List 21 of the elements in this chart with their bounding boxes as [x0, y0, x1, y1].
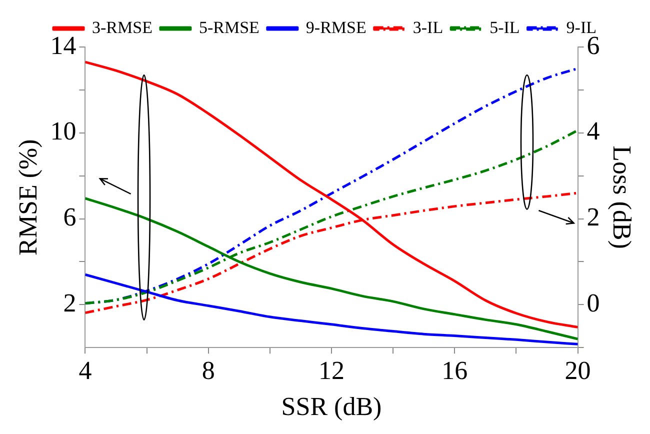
- legend-label: 9-IL: [566, 18, 597, 37]
- y-tick-label: 2: [63, 288, 76, 318]
- y-tick-label: 10: [50, 116, 76, 146]
- x-tick-label: 16: [442, 356, 468, 386]
- x-tick-label: 4: [78, 356, 92, 386]
- y2-tick-label: 2: [586, 202, 600, 232]
- legend-label: 9-RMSE: [306, 18, 366, 37]
- y-axis-title: RMSE (%): [13, 139, 42, 256]
- x-tick-label: 12: [318, 356, 344, 386]
- y2-axis-title: Loss (dB): [608, 146, 637, 249]
- y-tick-label: 14: [50, 30, 76, 60]
- legend-label: 3-IL: [412, 18, 444, 37]
- y2-tick-label: 0: [586, 288, 600, 318]
- x-axis-title: SSR (dB): [281, 392, 382, 422]
- legend-label: 5-RMSE: [198, 18, 260, 37]
- y-tick-label: 6: [63, 202, 76, 232]
- legend-label: 3-RMSE: [92, 18, 152, 37]
- x-tick-label: 20: [564, 356, 591, 386]
- y2-tick-label: 4: [586, 116, 600, 146]
- legend-label: 5-IL: [490, 18, 520, 37]
- x-tick-label: 8: [202, 356, 215, 386]
